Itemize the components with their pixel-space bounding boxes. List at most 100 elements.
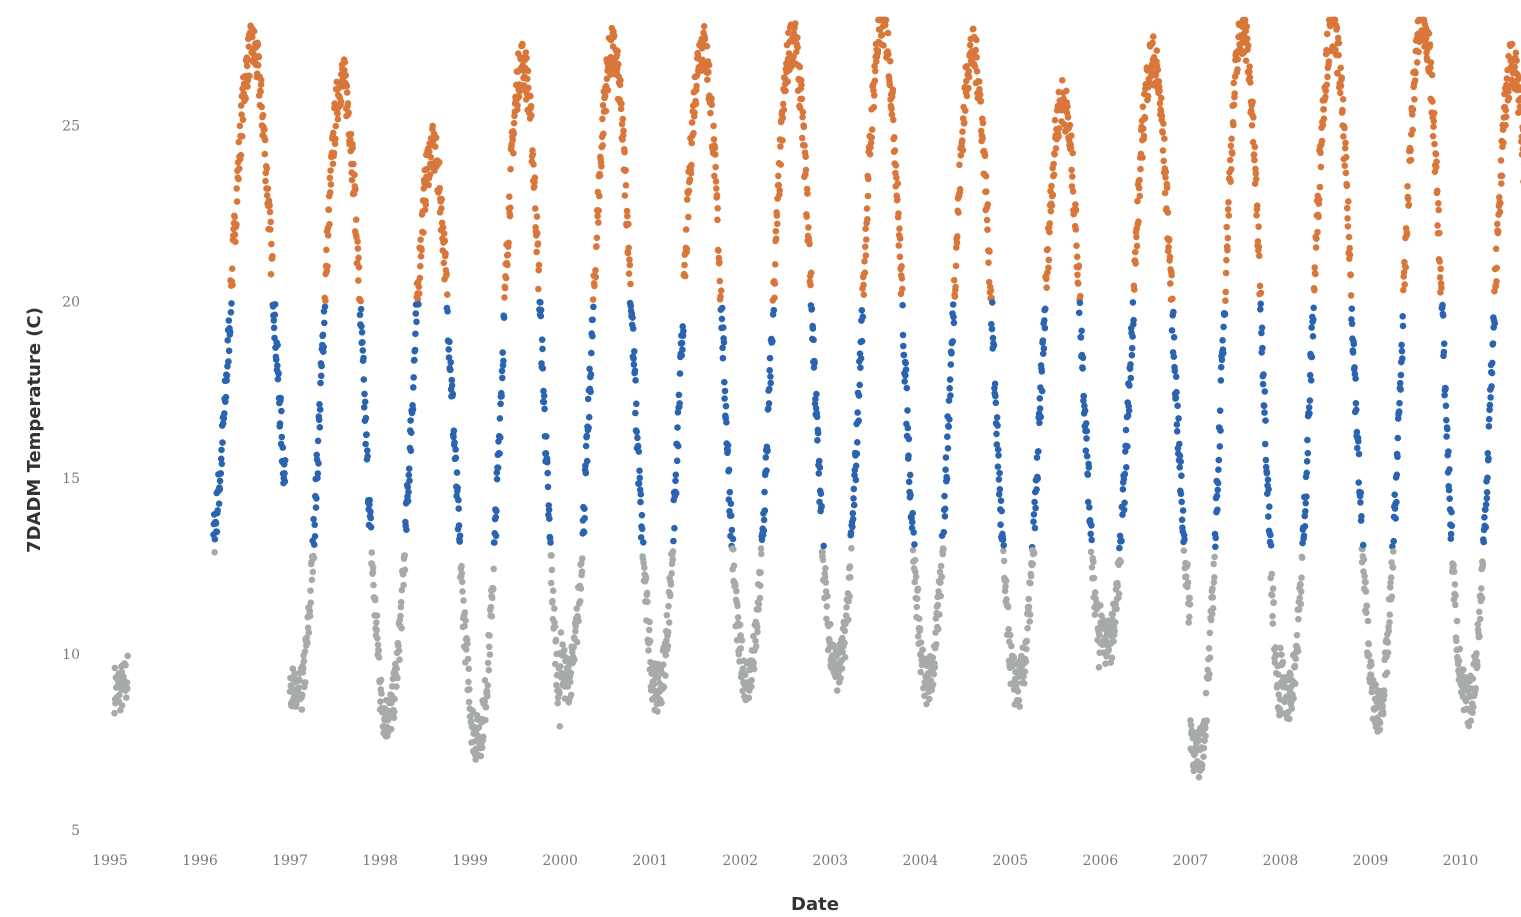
data-point xyxy=(687,170,695,177)
data-point xyxy=(1361,572,1368,580)
data-point xyxy=(232,238,239,246)
data-point xyxy=(308,576,316,584)
data-point xyxy=(1447,530,1455,538)
data-point xyxy=(814,437,821,444)
data-point xyxy=(909,518,916,526)
data-point xyxy=(1359,541,1367,549)
data-point xyxy=(524,75,531,83)
data-point xyxy=(1388,593,1396,600)
data-point xyxy=(1040,345,1048,352)
data-point xyxy=(221,410,228,417)
data-point xyxy=(1198,761,1206,769)
data-point xyxy=(662,651,670,659)
data-point xyxy=(1000,547,1007,555)
data-point xyxy=(593,243,600,250)
data-point xyxy=(965,73,973,81)
data-point xyxy=(757,569,764,576)
data-point xyxy=(799,108,807,116)
data-point xyxy=(1432,150,1440,158)
data-point xyxy=(815,457,823,465)
data-point xyxy=(1363,602,1371,610)
data-point xyxy=(688,139,695,147)
data-point xyxy=(1480,538,1487,546)
data-point xyxy=(1111,627,1118,635)
data-point xyxy=(690,129,697,137)
data-point xyxy=(1003,596,1010,603)
data-point xyxy=(487,603,495,611)
data-point xyxy=(872,67,879,75)
data-point xyxy=(499,349,507,356)
data-point xyxy=(855,392,863,399)
data-point xyxy=(1132,248,1139,256)
data-point xyxy=(1311,286,1318,294)
data-point xyxy=(764,447,771,454)
data-point xyxy=(332,135,339,143)
data-point xyxy=(270,324,278,332)
data-point xyxy=(331,140,339,148)
data-point xyxy=(861,243,869,250)
data-point xyxy=(364,453,371,460)
data-point xyxy=(1409,111,1416,118)
data-point xyxy=(705,61,713,69)
data-point xyxy=(1140,132,1148,140)
data-point xyxy=(462,617,469,624)
data-point xyxy=(387,725,395,733)
data-point xyxy=(1031,498,1038,506)
data-point xyxy=(621,148,628,156)
data-point xyxy=(1126,382,1133,389)
data-point xyxy=(917,668,924,676)
data-point xyxy=(1317,163,1325,171)
data-point xyxy=(1451,581,1459,588)
data-point xyxy=(1365,640,1372,648)
data-point xyxy=(963,92,971,100)
data-point xyxy=(1486,406,1493,414)
data-point xyxy=(500,357,507,365)
data-point xyxy=(442,250,449,257)
data-point xyxy=(981,152,989,160)
data-point xyxy=(1290,695,1297,702)
data-point xyxy=(936,611,943,618)
data-point xyxy=(1331,16,1339,24)
data-point xyxy=(805,224,812,231)
data-point xyxy=(343,89,351,96)
data-point xyxy=(1393,498,1400,506)
data-point xyxy=(1257,306,1264,313)
data-point xyxy=(553,681,560,689)
data-point xyxy=(1441,391,1448,399)
data-point xyxy=(1304,436,1311,444)
data-point xyxy=(888,105,895,113)
data-point xyxy=(1170,353,1178,361)
data-point xyxy=(350,160,357,168)
data-point xyxy=(598,163,605,170)
data-point xyxy=(235,175,242,183)
data-point xyxy=(1222,297,1229,305)
data-point xyxy=(921,692,928,700)
data-point xyxy=(1202,724,1209,732)
data-point xyxy=(1399,322,1407,330)
data-point xyxy=(645,647,652,654)
data-point xyxy=(973,68,981,75)
data-point xyxy=(548,552,555,559)
data-point xyxy=(1153,47,1161,54)
data-point xyxy=(902,366,910,373)
data-point xyxy=(1079,354,1087,362)
x-tick-label: 2003 xyxy=(812,853,848,869)
data-point xyxy=(233,198,241,205)
data-point xyxy=(1220,323,1227,331)
data-point xyxy=(1079,365,1086,372)
data-point xyxy=(1473,650,1480,657)
data-point xyxy=(720,324,727,331)
data-point xyxy=(271,301,279,308)
data-point xyxy=(274,341,281,349)
data-point xyxy=(456,538,464,545)
data-point xyxy=(763,467,770,474)
data-point xyxy=(1403,230,1411,237)
data-point xyxy=(1136,176,1143,184)
data-point xyxy=(412,310,420,317)
data-point xyxy=(1128,351,1136,359)
data-point xyxy=(1294,647,1302,655)
data-point xyxy=(1395,408,1403,415)
data-point xyxy=(544,469,551,477)
data-point xyxy=(332,122,340,130)
data-point xyxy=(595,219,602,226)
